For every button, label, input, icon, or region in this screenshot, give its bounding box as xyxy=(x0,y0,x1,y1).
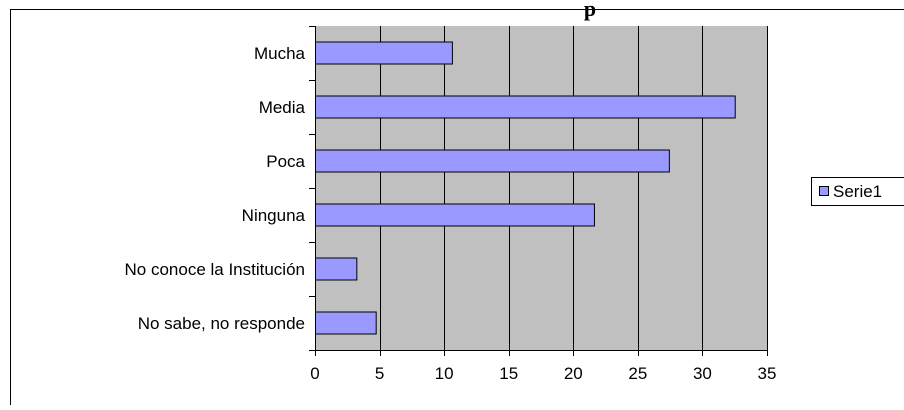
bar xyxy=(316,150,670,172)
bar xyxy=(316,204,595,226)
category-label: No conoce la Institución xyxy=(125,260,306,279)
bar xyxy=(316,42,453,64)
x-tick-label: 35 xyxy=(758,364,777,383)
legend: Serie1 xyxy=(812,178,904,206)
x-tick-label: 30 xyxy=(693,364,712,383)
x-tick-label: 5 xyxy=(375,364,384,383)
x-tick-label: 25 xyxy=(628,364,647,383)
x-tick-label: 0 xyxy=(310,364,319,383)
category-label: No sabe, no responde xyxy=(138,314,305,333)
category-label: Media xyxy=(259,98,306,117)
bar xyxy=(316,96,736,118)
x-tick-label: 10 xyxy=(435,364,454,383)
category-label: Mucha xyxy=(254,44,306,63)
category-label: Ninguna xyxy=(242,206,306,225)
bar xyxy=(316,312,377,334)
bar xyxy=(316,258,357,280)
chart-title-fragment: p xyxy=(584,0,596,21)
x-tick-label: 20 xyxy=(564,364,583,383)
x-tick-label: 15 xyxy=(499,364,518,383)
plot-background xyxy=(315,26,767,350)
category-label: Poca xyxy=(266,152,305,171)
legend-swatch xyxy=(820,187,829,196)
legend-label: Serie1 xyxy=(833,182,882,201)
